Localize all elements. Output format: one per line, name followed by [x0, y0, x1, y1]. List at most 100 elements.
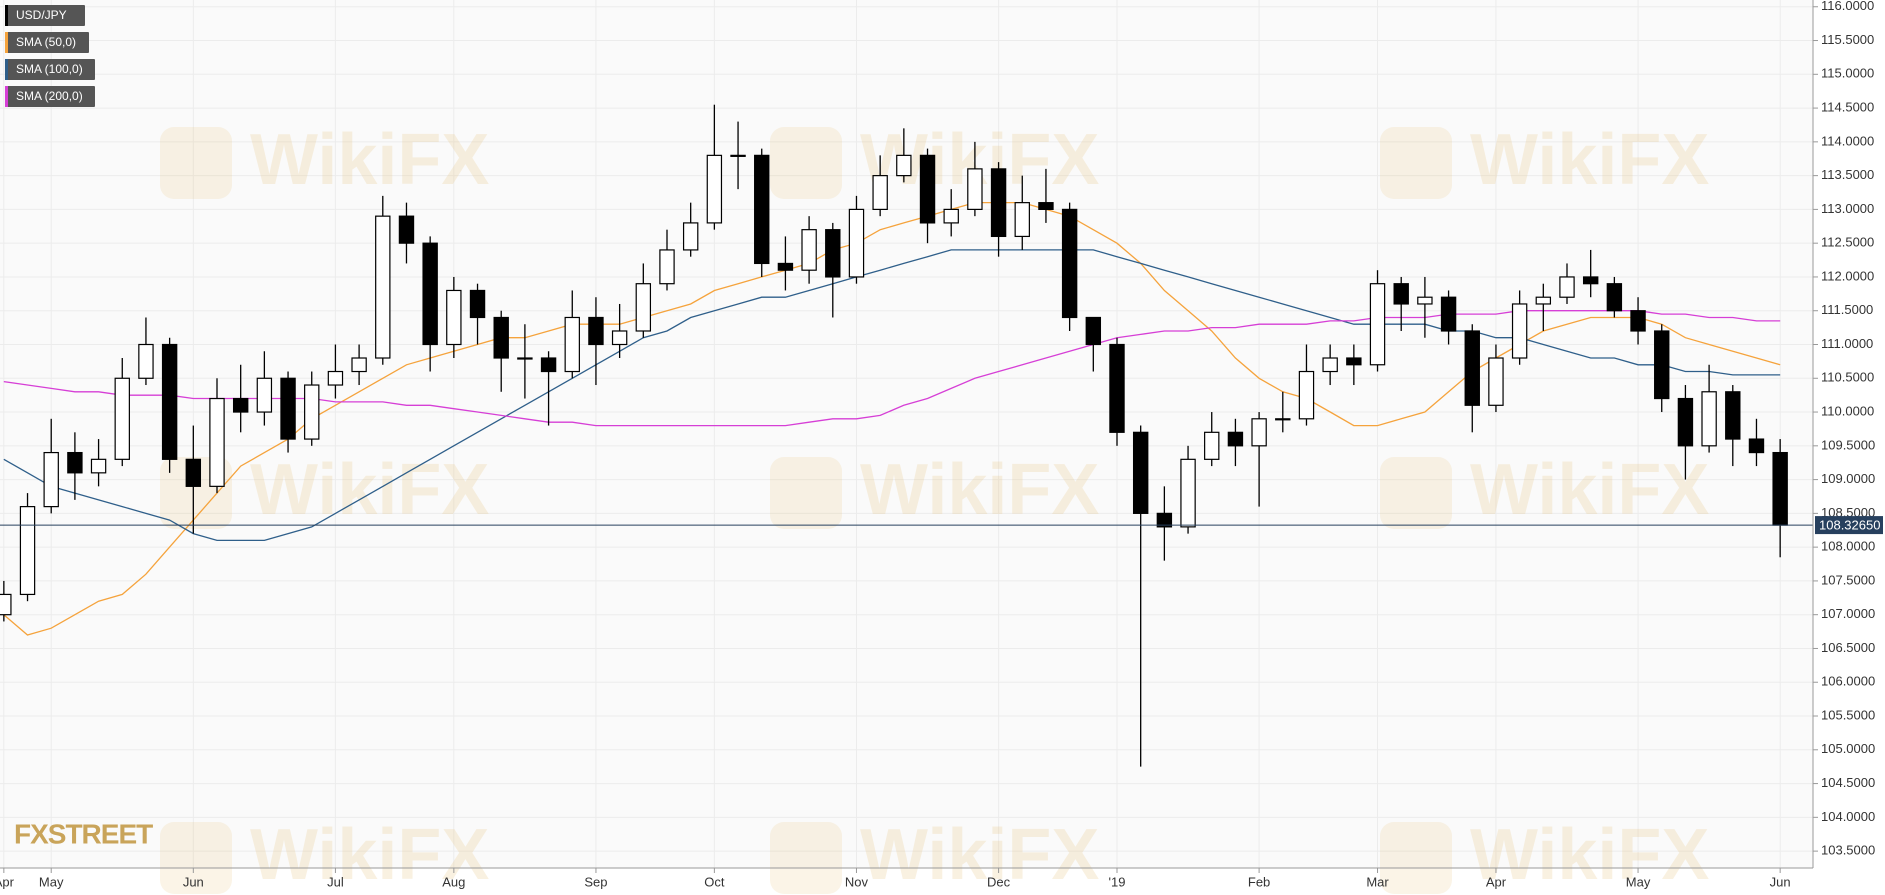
legend-label: SMA (100,0) [16, 62, 83, 76]
y-tick-label: 106.0000 [1821, 674, 1875, 689]
watermark: WikiFX [1470, 120, 1709, 200]
candle-body [872, 175, 888, 211]
x-tick-label: Aug [442, 874, 465, 889]
y-tick-label: 113.5000 [1821, 167, 1874, 182]
watermark-logo [1380, 127, 1452, 199]
candle-body [611, 330, 628, 346]
candle-body [1109, 343, 1125, 433]
candle-body [19, 506, 36, 596]
y-tick-label: 114.0000 [1821, 133, 1874, 148]
y-tick-label: 113.0000 [1821, 201, 1874, 216]
candle-body [1511, 303, 1528, 359]
candle-body [1156, 512, 1173, 528]
candle-body [825, 229, 841, 278]
candle-body [90, 458, 107, 474]
candle-body [1298, 370, 1315, 420]
candle-body [0, 593, 12, 616]
y-tick-label: 104.5000 [1821, 775, 1875, 790]
x-tick-label: Mar [1366, 874, 1389, 889]
candle-body [517, 357, 533, 360]
candle-body [777, 262, 794, 271]
candle-body [1535, 296, 1552, 305]
y-tick-label: 103.5000 [1821, 843, 1875, 858]
legend: USD/JPY SMA (50,0) SMA (100,0) SMA (200,0) [5, 5, 95, 107]
x-tick-label: Feb [1248, 874, 1270, 889]
candle-body [1322, 357, 1338, 373]
candle-body [446, 289, 462, 346]
candle-body [1464, 330, 1480, 406]
y-tick-label: 110.0000 [1821, 403, 1874, 418]
watermark: WikiFX [1470, 450, 1709, 530]
candle-body [1701, 391, 1717, 447]
x-tick-label: May [39, 874, 64, 889]
candle-body [1417, 296, 1433, 305]
x-tick-label: Apr [1486, 874, 1507, 889]
watermark-logo [1380, 822, 1452, 894]
candle-body [1440, 296, 1457, 332]
candle-body [1677, 397, 1694, 447]
legend-swatch [5, 32, 8, 53]
y-tick-label: 112.5000 [1821, 235, 1874, 250]
legend-box [5, 86, 95, 107]
y-tick-label: 111.5000 [1821, 302, 1873, 317]
candle-body [1488, 357, 1504, 406]
candle-body [327, 370, 344, 386]
watermarks: WikiFX WikiFX WikiFX WikiFX WikiFX WikiFX Wiki… [160, 120, 1709, 895]
grid [0, 0, 1813, 868]
y-tick-label: 115.5000 [1821, 32, 1874, 47]
y-tick-label: 109.5000 [1821, 437, 1875, 452]
x-tick-label: May [1626, 874, 1651, 889]
watermark: WikiFX [860, 815, 1099, 895]
legend-swatch [5, 86, 8, 107]
y-tick-label: 112.0000 [1821, 268, 1874, 283]
candle-body [1251, 418, 1267, 447]
candle-body [1275, 418, 1291, 421]
candle-body [564, 316, 580, 373]
legend-box [5, 5, 85, 26]
candle-body [67, 451, 83, 474]
candle-body [1630, 310, 1646, 332]
sma-line [3, 249, 1781, 542]
y-tick-label: 115.0000 [1821, 66, 1874, 81]
candle-body [43, 451, 59, 508]
candle-body [659, 249, 675, 285]
y-tick-label: 108.0000 [1821, 539, 1875, 554]
candle-body [422, 242, 438, 346]
candle-body [1606, 283, 1623, 312]
candle-body [801, 229, 817, 271]
candle-body [185, 458, 202, 487]
candle-body [1061, 208, 1078, 319]
x-tick-label: Apr [0, 874, 15, 889]
candle-body [1180, 458, 1196, 528]
candle-body [114, 377, 130, 460]
candle-body [1772, 451, 1788, 526]
watermark-logo [160, 127, 232, 199]
legend-box [5, 32, 89, 53]
x-tick-label: Sep [584, 874, 607, 889]
legend-box [5, 59, 95, 80]
last-price-tag [1815, 516, 1883, 535]
candle-body [232, 397, 249, 413]
candle-body [351, 357, 367, 373]
y-tick-label: 110.5000 [1821, 370, 1874, 385]
candle-body [1038, 202, 1054, 211]
y-tick-label: 105.5000 [1821, 707, 1875, 722]
x-tick-label: Jun [1770, 874, 1791, 889]
candle-body [754, 154, 770, 265]
candle-body [256, 377, 273, 413]
candle-body [138, 343, 154, 379]
candle-body [1748, 438, 1765, 454]
watermark: WikiFX [250, 450, 489, 530]
candle-body [1227, 431, 1244, 447]
candle-body [398, 215, 415, 244]
candle-body [1132, 431, 1149, 514]
candle-body [375, 215, 391, 359]
candle-body [967, 168, 983, 211]
candle-body [1346, 357, 1362, 366]
candle-body [1014, 202, 1030, 238]
x-tick-label: Nov [845, 874, 869, 889]
candle-body [919, 154, 936, 224]
candle-body [493, 316, 509, 359]
candle-body [540, 357, 557, 373]
